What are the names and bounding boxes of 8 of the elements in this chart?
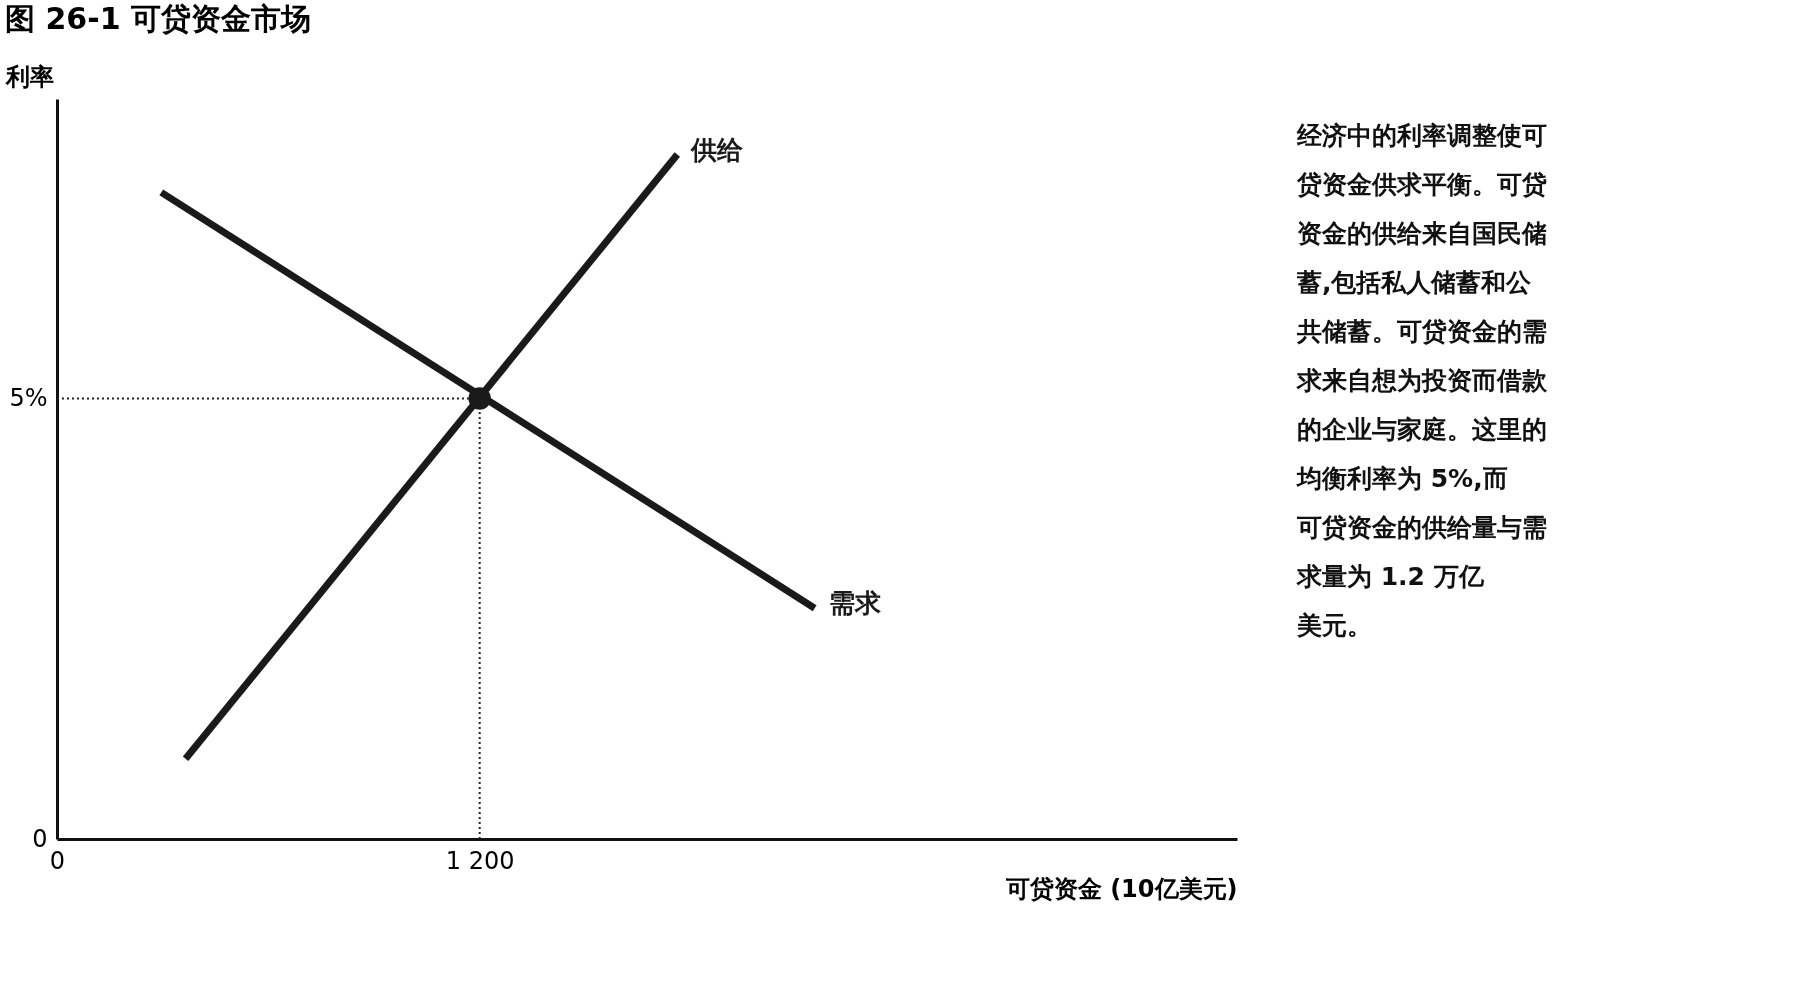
y-axis-title: 利率 (4, 62, 54, 91)
text: 经济中的利率调整使可贷资金供求平衡。可贷资金的供给来自国民储蓄,包括私人储蓄和公共储蓄。可贷资金的需求来自想为投资而借款的企业与家庭。这里的均衡利率为 5%,而可贷资金的供给量与需求量为 1.2 万亿美元。 (1297, 120, 1547, 640)
x-tick-label: 1 200 (445, 846, 515, 875)
series-label: 需求 (828, 588, 882, 619)
chart-title: 图 26-1 可贷资金市场 (5, 1, 311, 36)
x-axis-title: 可贷资金 (10亿美元) (1004, 874, 1238, 903)
y-tick-label: 5% (9, 384, 48, 413)
series-label: 供给 (690, 134, 745, 165)
